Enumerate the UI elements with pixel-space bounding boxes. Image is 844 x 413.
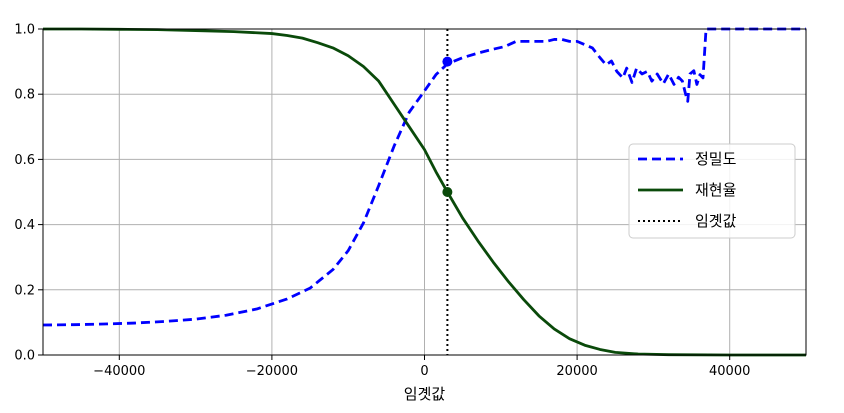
legend-label-precision: 정밀도 <box>695 150 737 168</box>
threshold-marker-1 <box>442 187 453 197</box>
x-tick-label-0: −40000 <box>93 364 145 379</box>
legend-label-recall: 재현율 <box>695 181 736 199</box>
series-line-0 <box>42 27 806 327</box>
y-tick-label-5: 1.0 <box>14 23 35 38</box>
y-tick-label-1: 0.2 <box>14 283 35 298</box>
x-tick-label-1: −20000 <box>246 364 298 379</box>
threshold-marker-0 <box>442 56 453 67</box>
x-tick-label-4: 40000 <box>709 364 750 379</box>
x-tick-label-3: 20000 <box>556 364 597 379</box>
x-axis-title: 임곗값 <box>404 385 446 403</box>
ticks: −40000 −20000 0 20000 40000 0.0 0.2 0.4 0.6 0.8 1.… <box>14 23 750 380</box>
legend-label-threshold: 임곗값 <box>695 212 737 230</box>
x-tick-label-2: 0 <box>420 364 428 379</box>
threshold-layer <box>442 29 453 355</box>
series-line-1 <box>43 27 806 357</box>
series-layer <box>42 27 806 357</box>
legend: 정밀도 재현율 임곗값 <box>628 143 796 239</box>
y-tick-label-3: 0.6 <box>14 153 35 168</box>
legend-box <box>628 143 796 239</box>
y-tick-label-4: 0.8 <box>14 88 35 103</box>
y-tick-label-2: 0.4 <box>14 218 35 233</box>
y-tick-label-0: 0.0 <box>14 349 35 364</box>
